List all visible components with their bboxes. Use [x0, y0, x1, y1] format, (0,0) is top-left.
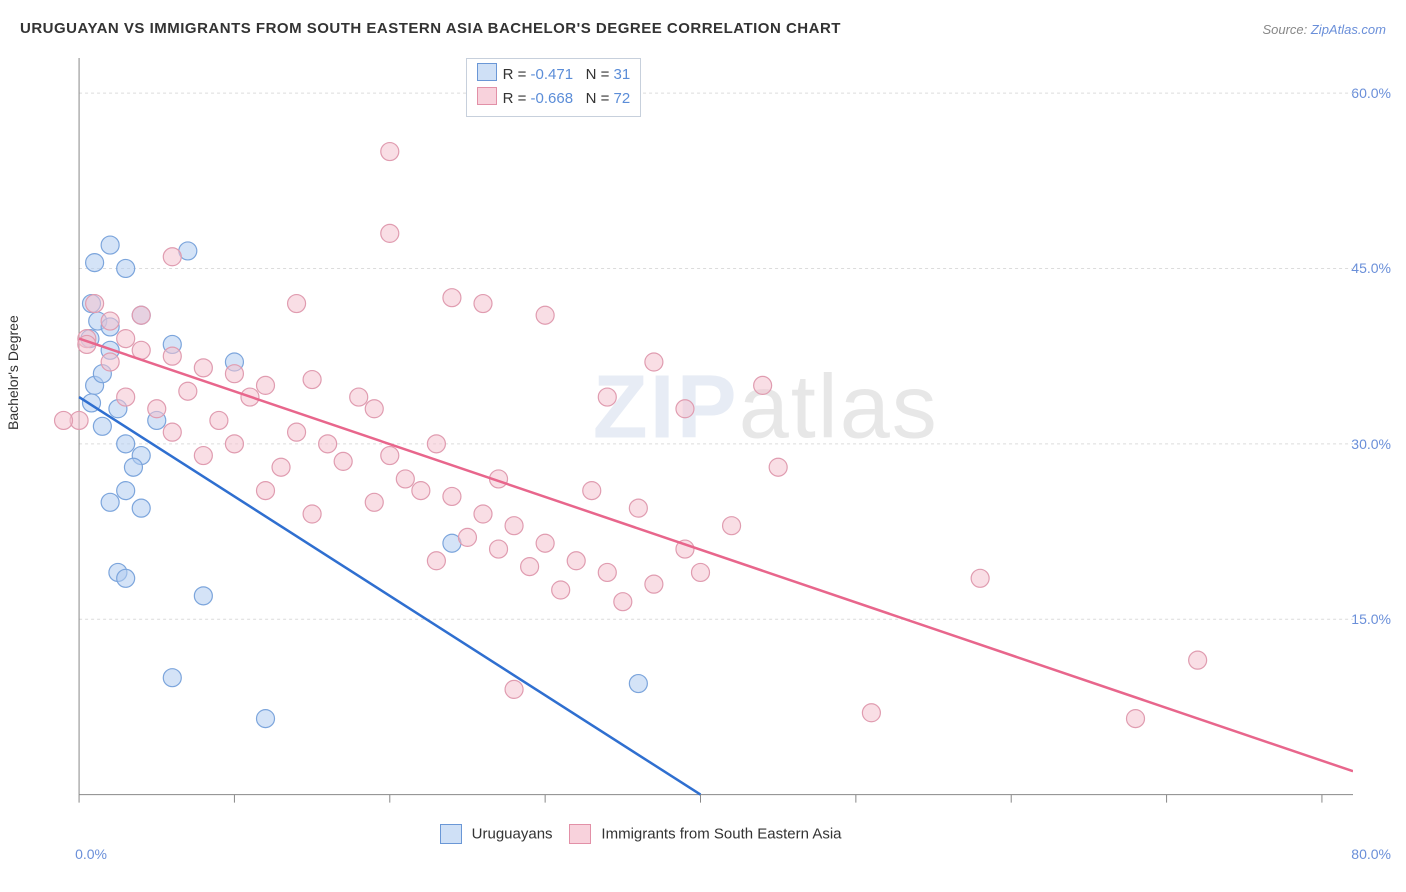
y-tick-label: 45.0%: [1351, 260, 1391, 276]
series-legend: Uruguayans Immigrants from South Eastern…: [440, 824, 859, 844]
source-link[interactable]: ZipAtlas.com: [1311, 22, 1386, 37]
legend-label: Uruguayans: [472, 826, 553, 843]
y-axis-label: Bachelor's Degree: [5, 315, 21, 430]
correlation-row: R = -0.668 N = 72: [477, 87, 631, 111]
n-value: 31: [614, 66, 631, 83]
x-axis-min-label: 0.0%: [75, 846, 107, 862]
n-value: 72: [614, 90, 631, 107]
source-attribution: Source: ZipAtlas.com: [1262, 22, 1386, 37]
legend-label: Immigrants from South Eastern Asia: [601, 826, 841, 843]
legend-swatch: [477, 87, 497, 105]
legend-swatch: [477, 63, 497, 81]
y-tick-label: 60.0%: [1351, 85, 1391, 101]
source-label: Source:: [1262, 22, 1310, 37]
scatter-plot: [48, 58, 1353, 818]
n-label: N =: [573, 90, 613, 107]
legend-swatch: [569, 824, 591, 844]
correlation-legend: R = -0.471 N = 31R = -0.668 N = 72: [466, 58, 642, 117]
y-tick-label: 30.0%: [1351, 436, 1391, 452]
r-label: R =: [503, 66, 531, 83]
chart-title: URUGUAYAN VS IMMIGRANTS FROM SOUTH EASTE…: [20, 20, 841, 37]
r-value: -0.668: [531, 90, 574, 107]
n-label: N =: [573, 66, 613, 83]
r-label: R =: [503, 90, 531, 107]
correlation-row: R = -0.471 N = 31: [477, 63, 631, 87]
y-tick-label: 15.0%: [1351, 611, 1391, 627]
r-value: -0.471: [531, 66, 574, 83]
x-axis-max-label: 80.0%: [1351, 846, 1391, 862]
legend-swatch: [440, 824, 462, 844]
